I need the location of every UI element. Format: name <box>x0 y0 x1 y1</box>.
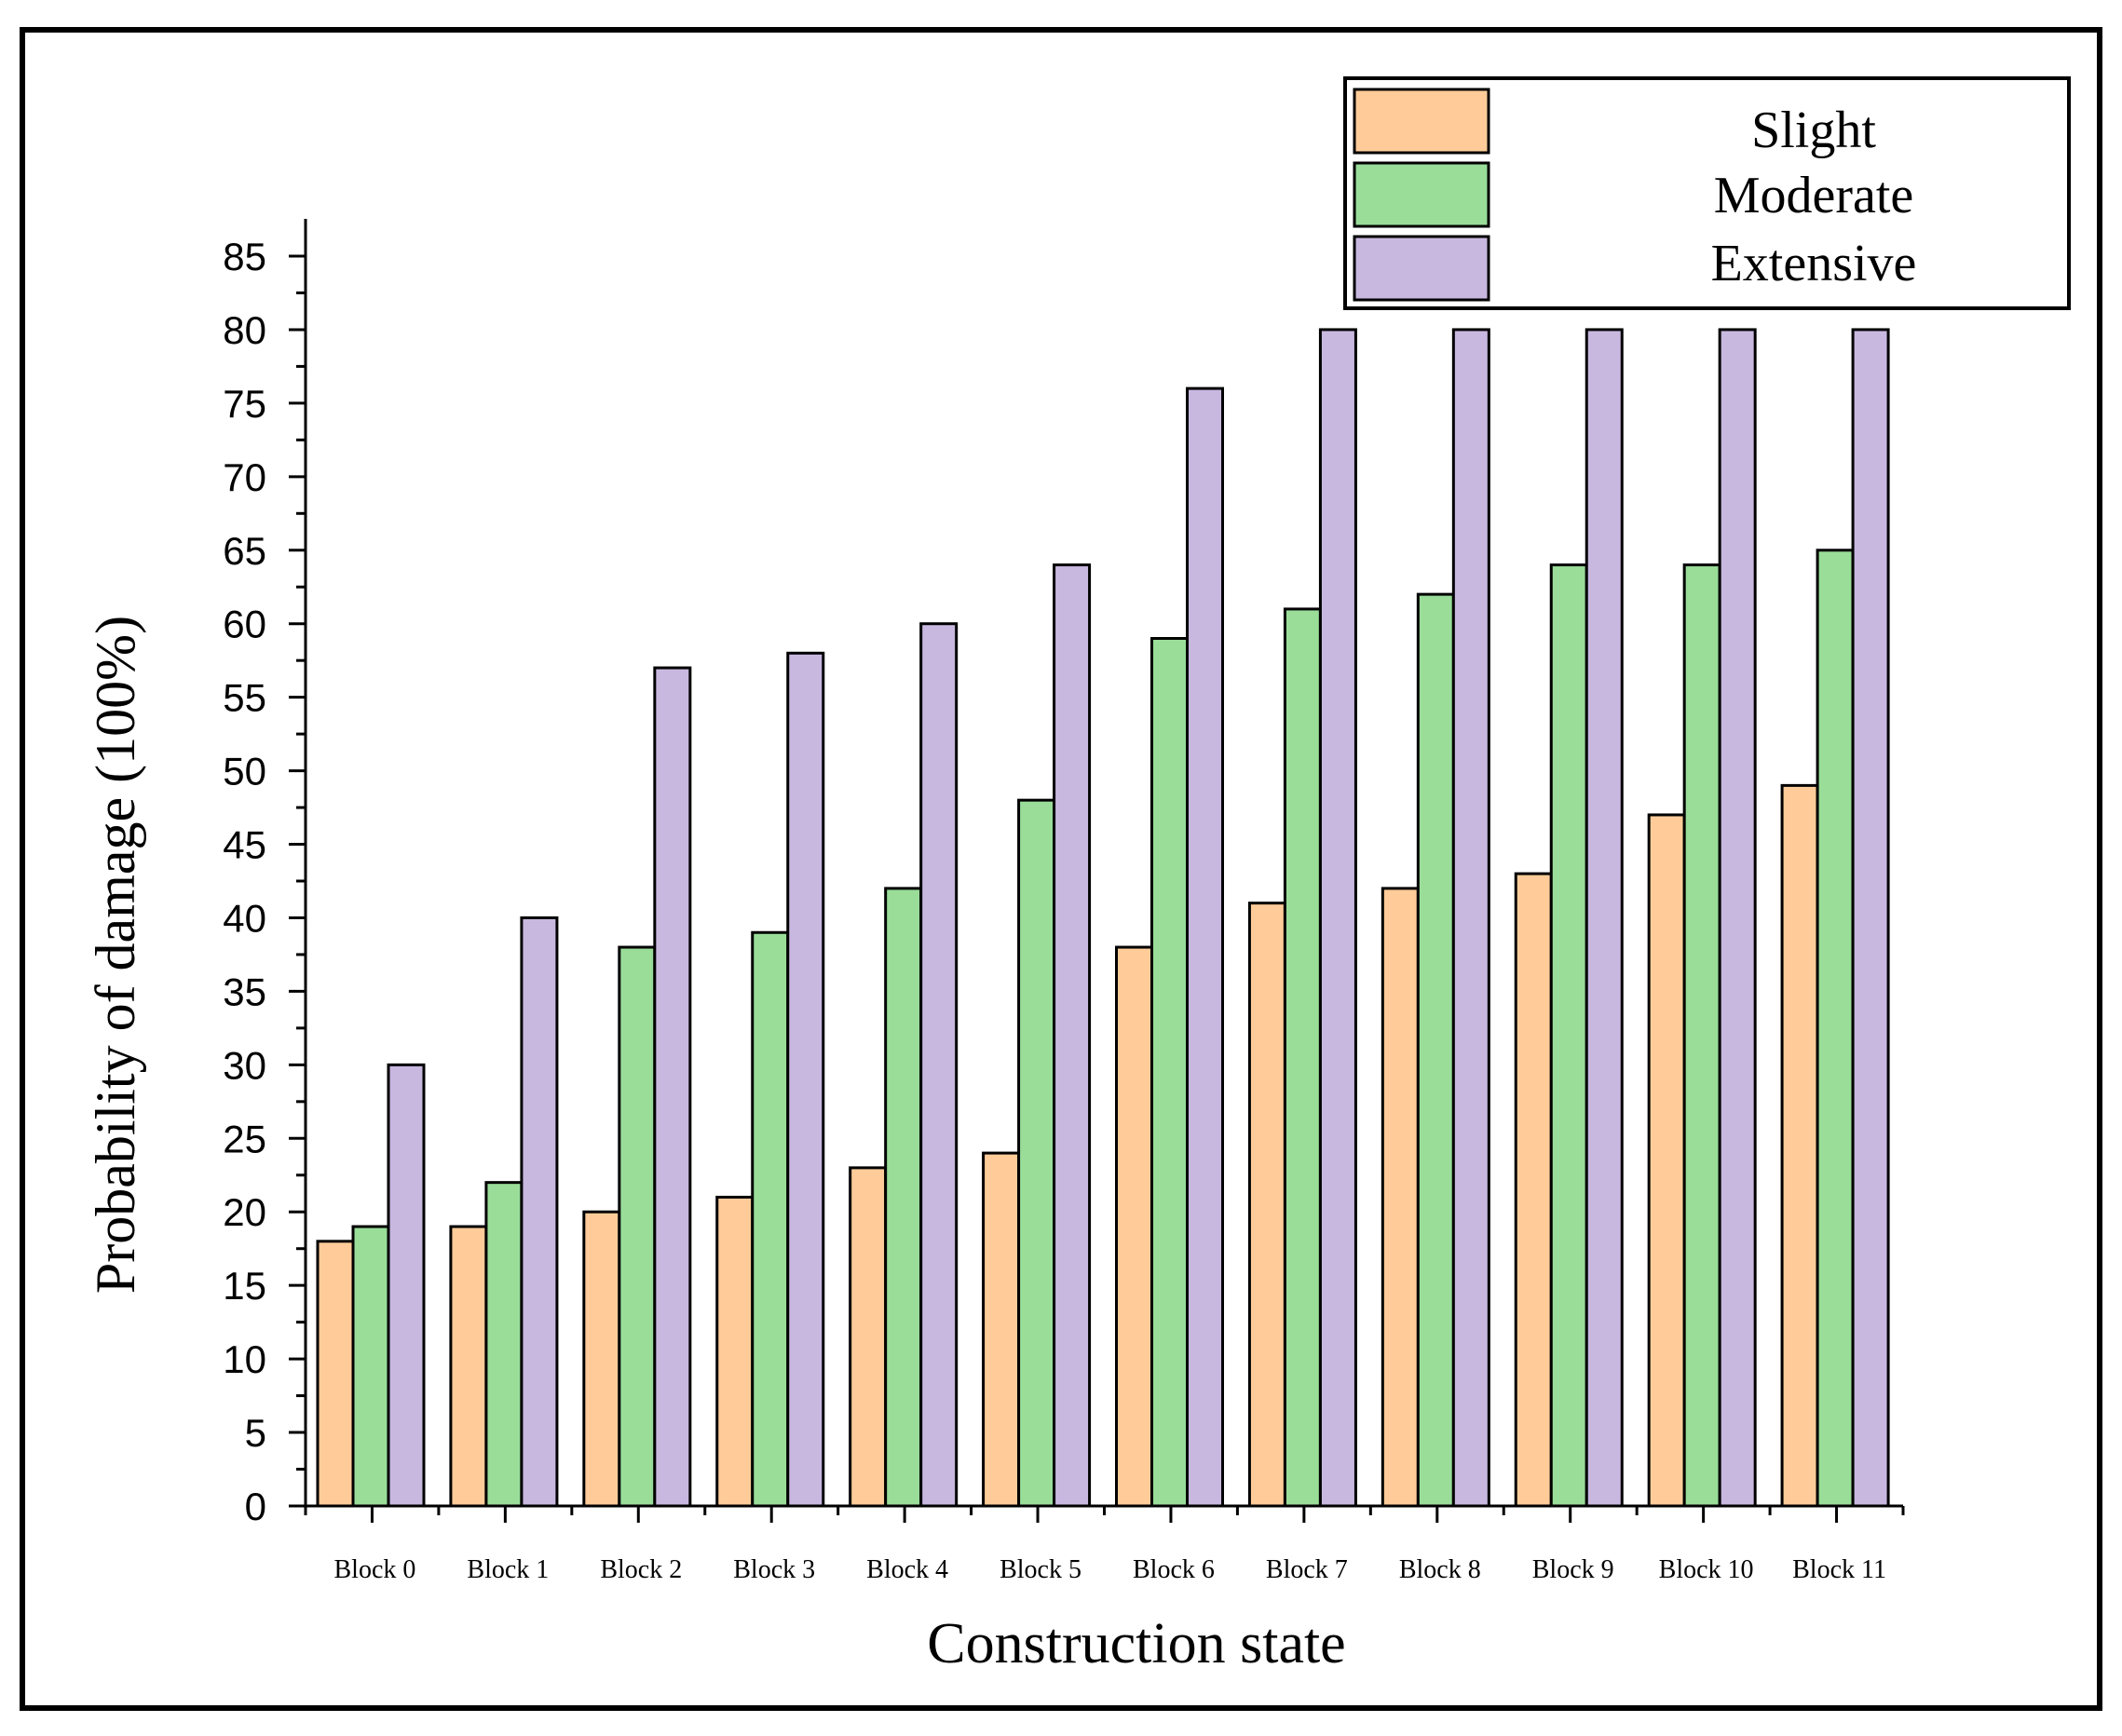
bar-slight-block-9 <box>1514 872 1553 1508</box>
legend-label-slight: Slight <box>1751 102 1876 159</box>
y-tick-label: 85 <box>223 235 266 278</box>
bar-slight-block-11 <box>1780 783 1819 1508</box>
bar-moderate-block-1 <box>484 1181 524 1508</box>
x-tick-label: Block 10 <box>1659 1555 1754 1584</box>
bar-moderate-block-4 <box>884 887 923 1508</box>
y-tick-label: 50 <box>223 750 266 793</box>
bar-slight-block-3 <box>715 1195 755 1508</box>
bar-extensive-block-2 <box>653 666 692 1508</box>
bar-slight-block-6 <box>1115 945 1153 1508</box>
bar-moderate-block-5 <box>1017 798 1056 1508</box>
bar-extensive-block-0 <box>387 1063 426 1508</box>
bars-layer <box>316 328 1890 1508</box>
bar-extensive-block-8 <box>1451 328 1490 1508</box>
y-tick-label: 60 <box>223 603 266 646</box>
bar-extensive-block-11 <box>1851 328 1890 1508</box>
x-tick-label: Block 1 <box>467 1555 549 1584</box>
x-ticks-layer: Block 0 Block 1 Block 2 Block 3 Block 4 Block… <box>304 1506 1905 1584</box>
y-tick-label: 5 <box>245 1411 266 1455</box>
legend: Slight Moderate Extensive <box>1343 76 2071 310</box>
y-tick-label: 70 <box>223 455 266 499</box>
y-tick-label: 80 <box>223 308 266 352</box>
bar-slight-block-10 <box>1647 813 1686 1508</box>
y-tick-label: 0 <box>245 1485 266 1528</box>
y-tick-label: 20 <box>223 1190 266 1234</box>
y-ticks-layer: 0 5 10 15 20 25 30 35 40 45 50 55 60 65 70 75 80 85 <box>223 235 306 1528</box>
bar-moderate-block-6 <box>1150 636 1189 1508</box>
bar-extensive-block-6 <box>1186 387 1224 1508</box>
bar-slight-block-1 <box>449 1225 488 1508</box>
bar-moderate-block-3 <box>751 930 790 1508</box>
bar-extensive-block-3 <box>786 651 825 1508</box>
legend-swatch-moderate <box>1353 161 1490 228</box>
bar-extensive-block-5 <box>1053 563 1092 1508</box>
y-tick-label: 45 <box>223 823 266 867</box>
x-tick-label: Block 4 <box>866 1555 948 1584</box>
y-tick-label: 25 <box>223 1117 266 1160</box>
bar-extensive-block-10 <box>1718 328 1757 1508</box>
bar-extensive-block-9 <box>1585 328 1624 1508</box>
y-tick-label: 10 <box>223 1337 266 1381</box>
bar-moderate-block-11 <box>1816 549 1855 1508</box>
x-tick-label: Block 11 <box>1792 1555 1886 1584</box>
x-tick-label: Block 9 <box>1532 1555 1614 1584</box>
bar-slight-block-5 <box>982 1151 1021 1508</box>
y-axis-label: Probability of damage (100%) <box>85 616 146 1294</box>
y-tick-label: 75 <box>223 382 266 426</box>
x-tick-label: Block 2 <box>600 1555 682 1584</box>
legend-swatch-extensive <box>1353 235 1490 302</box>
bar-slight-block-4 <box>849 1166 888 1508</box>
x-tick-label: Block 8 <box>1399 1555 1481 1584</box>
y-tick-label: 40 <box>223 896 266 940</box>
x-tick-label: Block 3 <box>733 1555 815 1584</box>
bar-moderate-block-7 <box>1283 607 1322 1508</box>
bar-moderate-block-8 <box>1416 592 1455 1508</box>
y-tick-label: 15 <box>223 1264 266 1308</box>
y-tick-label: 65 <box>223 529 266 573</box>
bar-moderate-block-2 <box>618 945 657 1508</box>
legend-label-extensive: Extensive <box>1711 235 1917 292</box>
y-tick-label: 55 <box>223 676 266 720</box>
x-tick-label: Block 7 <box>1266 1555 1348 1584</box>
bar-slight-block-7 <box>1247 902 1286 1508</box>
bar-extensive-block-4 <box>919 622 959 1508</box>
bar-slight-block-8 <box>1381 887 1420 1508</box>
bar-moderate-block-9 <box>1549 563 1588 1508</box>
bar-slight-block-0 <box>316 1240 355 1508</box>
legend-swatch-slight <box>1353 88 1490 155</box>
x-tick-label: Block 6 <box>1133 1555 1215 1584</box>
bar-extensive-block-1 <box>520 915 559 1508</box>
x-tick-label: Block 5 <box>1000 1555 1081 1584</box>
y-tick-label: 35 <box>223 970 266 1013</box>
bar-moderate-block-0 <box>351 1225 390 1508</box>
bar-slight-block-2 <box>582 1210 621 1508</box>
bar-extensive-block-7 <box>1318 328 1357 1508</box>
x-tick-label: Block 0 <box>334 1555 416 1584</box>
y-tick-label: 30 <box>223 1043 266 1087</box>
x-axis-label: Construction state <box>927 1612 1345 1675</box>
bar-moderate-block-10 <box>1682 563 1721 1508</box>
legend-label-moderate: Moderate <box>1714 167 1914 224</box>
